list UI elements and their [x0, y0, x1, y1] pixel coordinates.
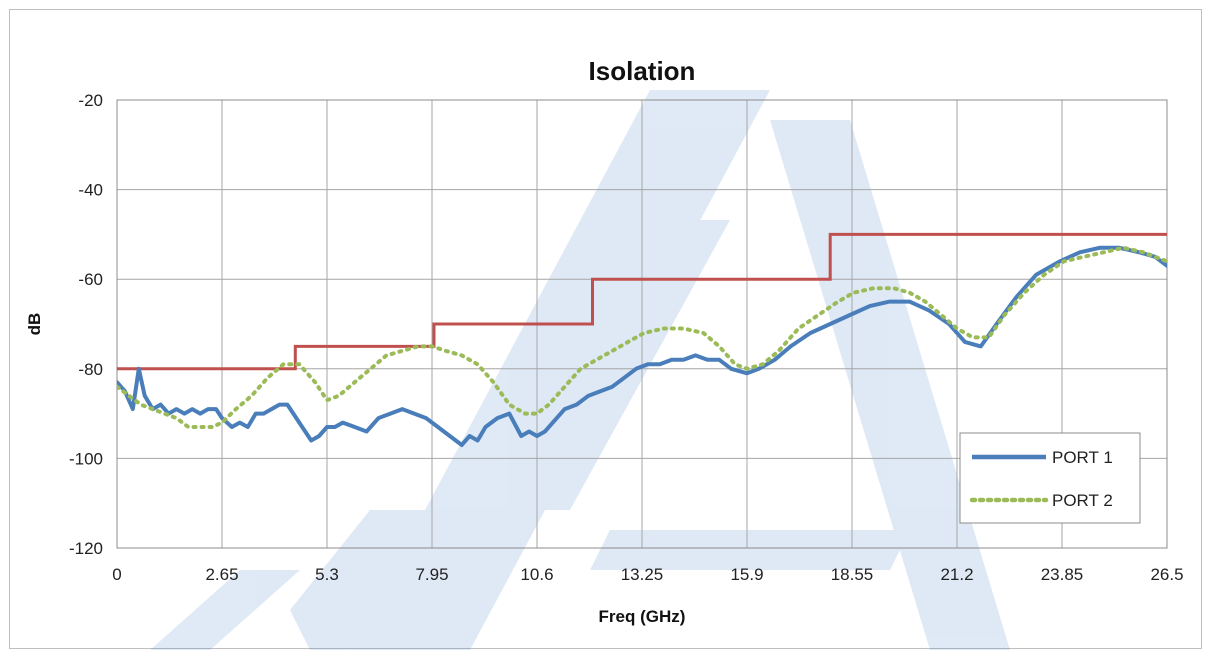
y-tick-label: -40	[78, 181, 103, 200]
y-tick-labels: -20 -40 -60 -80 -100 -120	[69, 91, 103, 558]
y-tick-label: -120	[69, 539, 103, 558]
series-line-port-2	[117, 245, 1167, 429]
y-tick-label: -60	[78, 270, 103, 289]
x-axis-title: Freq (GHz)	[599, 607, 686, 626]
isolation-chart: -20 -40 -60 -80 -100 -120 0 2.65 5.3 7.95 10.6 13.…	[25, 56, 1184, 650]
y-tick-label: -20	[78, 91, 103, 110]
chart-frame: -20 -40 -60 -80 -100 -120 0 2.65 5.3 7.95 10.6 13.…	[9, 9, 1202, 650]
chart-title: Isolation	[589, 56, 696, 86]
y-axis-title: dB	[25, 313, 44, 336]
y-tick-label: -80	[78, 360, 103, 379]
series-layer	[117, 232, 1167, 447]
x-tick-label: 0	[112, 565, 121, 584]
x-tick-label: 2.65	[205, 565, 238, 584]
legend-label-port-2: PORT 2	[1052, 491, 1113, 510]
legend-box	[959, 432, 1141, 524]
x-tick-label: 15.9	[730, 565, 763, 584]
x-tick-labels: 0 2.65 5.3 7.95 10.6 13.25 15.9 18.55 21.2 23.85 2…	[112, 565, 1183, 584]
legend-label-port-1: PORT 1	[1052, 448, 1113, 467]
x-tick-label: 13.25	[621, 565, 664, 584]
x-tick-label: 7.95	[415, 565, 448, 584]
x-tick-label: 21.2	[940, 565, 973, 584]
series-line-port-1	[117, 245, 1167, 447]
x-tick-label: 26.5	[1150, 565, 1183, 584]
series-line-spec-limit	[117, 232, 1167, 371]
x-tick-label: 23.85	[1041, 565, 1084, 584]
x-tick-label: 10.6	[520, 565, 553, 584]
x-tick-label: 18.55	[831, 565, 874, 584]
legend: PORT 1 PORT 2	[959, 432, 1141, 524]
y-tick-label: -100	[69, 449, 103, 468]
plot-area	[116, 99, 1168, 549]
x-tick-label: 5.3	[315, 565, 339, 584]
